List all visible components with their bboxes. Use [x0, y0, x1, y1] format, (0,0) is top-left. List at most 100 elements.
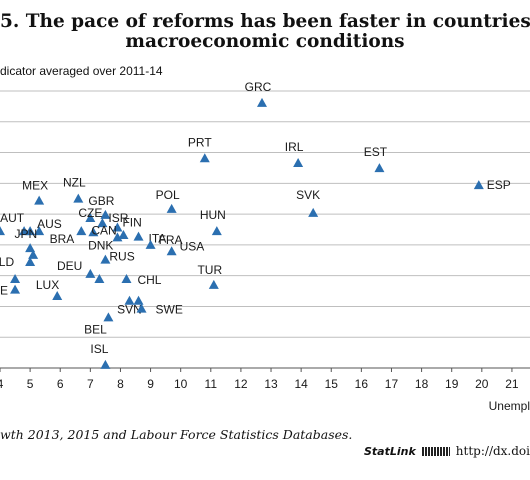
statlink-logo-icon: [421, 447, 450, 457]
data-point-marker: [10, 273, 21, 283]
data-point-label: GRC: [245, 80, 272, 94]
data-point-marker: [166, 203, 177, 213]
data-point-marker: [88, 227, 99, 237]
x-axis-label: Unempl: [489, 399, 530, 413]
x-tick-label: 13: [264, 377, 278, 391]
data-point-marker: [133, 231, 144, 241]
source-note: wth 2013, 2015 and Labour Force Statisti…: [0, 427, 353, 442]
data-point-label: MEX: [22, 179, 48, 193]
data-point-label: CZE: [78, 206, 102, 220]
data-point-marker: [97, 218, 108, 228]
data-point-label: EST: [364, 145, 388, 159]
chart-title-line-1: 5. The pace of reforms has been faster i…: [0, 12, 530, 32]
x-tick-label: 7: [87, 377, 94, 391]
data-point-marker: [76, 226, 87, 236]
data-point-marker: [374, 163, 385, 173]
data-point-label: JPN: [14, 227, 37, 241]
data-point-marker: [73, 193, 84, 203]
data-point-marker: [199, 153, 210, 163]
chart-subtitle: dicator averaged over 2011-14: [0, 64, 163, 78]
data-point-label: CHL: [137, 273, 161, 287]
x-tick-label: 20: [475, 377, 489, 391]
x-tick-label: 5: [27, 377, 34, 391]
data-point-label: AUS: [37, 217, 62, 231]
x-tick-label: 17: [385, 377, 399, 391]
data-point-label: FRA: [159, 233, 183, 247]
data-point-marker: [145, 239, 156, 249]
data-point-marker: [25, 256, 36, 266]
data-point-marker: [208, 279, 219, 289]
data-point-label: ISL: [90, 342, 108, 356]
x-tick-label: 10: [174, 377, 188, 391]
x-tick-label: 14: [294, 377, 308, 391]
data-point-marker: [85, 268, 96, 278]
data-point-marker: [103, 312, 114, 322]
data-point-label: BRA: [50, 232, 75, 246]
x-tick-label: 15: [325, 377, 339, 391]
data-point-marker: [34, 195, 45, 205]
data-point-label: PRT: [188, 135, 212, 149]
x-tick-label: 12: [234, 377, 248, 391]
data-point-marker: [100, 209, 111, 219]
data-point-marker: [28, 249, 39, 259]
data-point-marker: [473, 180, 484, 190]
data-point-label: TUR: [197, 263, 222, 277]
data-point-label: CHE: [0, 284, 8, 298]
data-point-marker: [121, 273, 132, 283]
data-point-marker: [10, 284, 21, 294]
x-tick-label: 19: [445, 377, 459, 391]
data-point-label: BEL: [84, 322, 107, 336]
data-point-marker: [19, 226, 30, 236]
x-tick-label: 9: [147, 377, 154, 391]
chart-title: 5. The pace of reforms has been faster i…: [0, 12, 530, 52]
data-point-marker: [133, 295, 144, 305]
data-point-label: CAN: [91, 223, 116, 237]
data-point-label: FIN: [122, 216, 141, 230]
data-point-marker: [293, 158, 304, 168]
data-point-label: NZL: [63, 176, 86, 190]
data-point-label: DNK: [88, 238, 113, 252]
data-point-label: USA: [180, 239, 205, 253]
scatter-plot: 4 5 6 7 8 9 10 11 12 13 14 15 16 17 18 19 20 21 Unempl GRC P…: [0, 80, 530, 413]
data-point-marker: [118, 230, 129, 240]
data-point-marker: [85, 213, 96, 223]
data-point-marker: [34, 226, 45, 236]
data-point-label: POL: [156, 188, 180, 202]
x-tick-label: 16: [355, 377, 369, 391]
data-point-marker: [100, 254, 111, 264]
data-point-marker: [256, 97, 267, 107]
statlink[interactable]: StatLink http://dx.doi: [364, 444, 530, 458]
data-point-label: SVN: [117, 303, 142, 317]
statlink-url[interactable]: http://dx.doi: [455, 444, 530, 458]
x-tick-label: 11: [205, 377, 218, 391]
chart-title-line-2: macroeconomic conditions: [125, 31, 405, 52]
data-point-label: IRL: [285, 140, 304, 154]
data-point-marker: [94, 273, 105, 283]
x-tick-label: 4: [0, 377, 4, 391]
data-point-label: ISR: [108, 211, 128, 225]
data-point-marker: [112, 232, 123, 242]
statlink-label: StatLink: [364, 445, 416, 458]
x-tick-label: 8: [117, 377, 124, 391]
data-point-label: ITA: [149, 232, 167, 246]
data-point-marker: [100, 359, 111, 369]
data-point-marker: [0, 226, 5, 236]
data-point-marker: [211, 226, 222, 236]
data-point-label: HUN: [200, 208, 226, 222]
data-point-label: LUX: [36, 278, 59, 292]
data-point-label: LD: [0, 255, 14, 269]
x-tick-label: 21: [505, 377, 519, 391]
data-point-marker: [136, 303, 147, 313]
data-point-marker: [308, 207, 319, 217]
data-point-label: SWE: [156, 303, 183, 317]
data-point-label: AUT: [0, 211, 25, 225]
data-point-marker: [124, 295, 135, 305]
data-point-marker: [112, 222, 123, 232]
data-point-label: DEU: [57, 259, 82, 273]
x-tick-label: 18: [415, 377, 429, 391]
data-point-label: SVK: [296, 188, 320, 202]
data-point-marker: [25, 243, 36, 253]
data-point-marker: [52, 290, 63, 300]
data-point-label: ESP: [487, 178, 511, 192]
data-point-label: GBR: [88, 194, 114, 208]
